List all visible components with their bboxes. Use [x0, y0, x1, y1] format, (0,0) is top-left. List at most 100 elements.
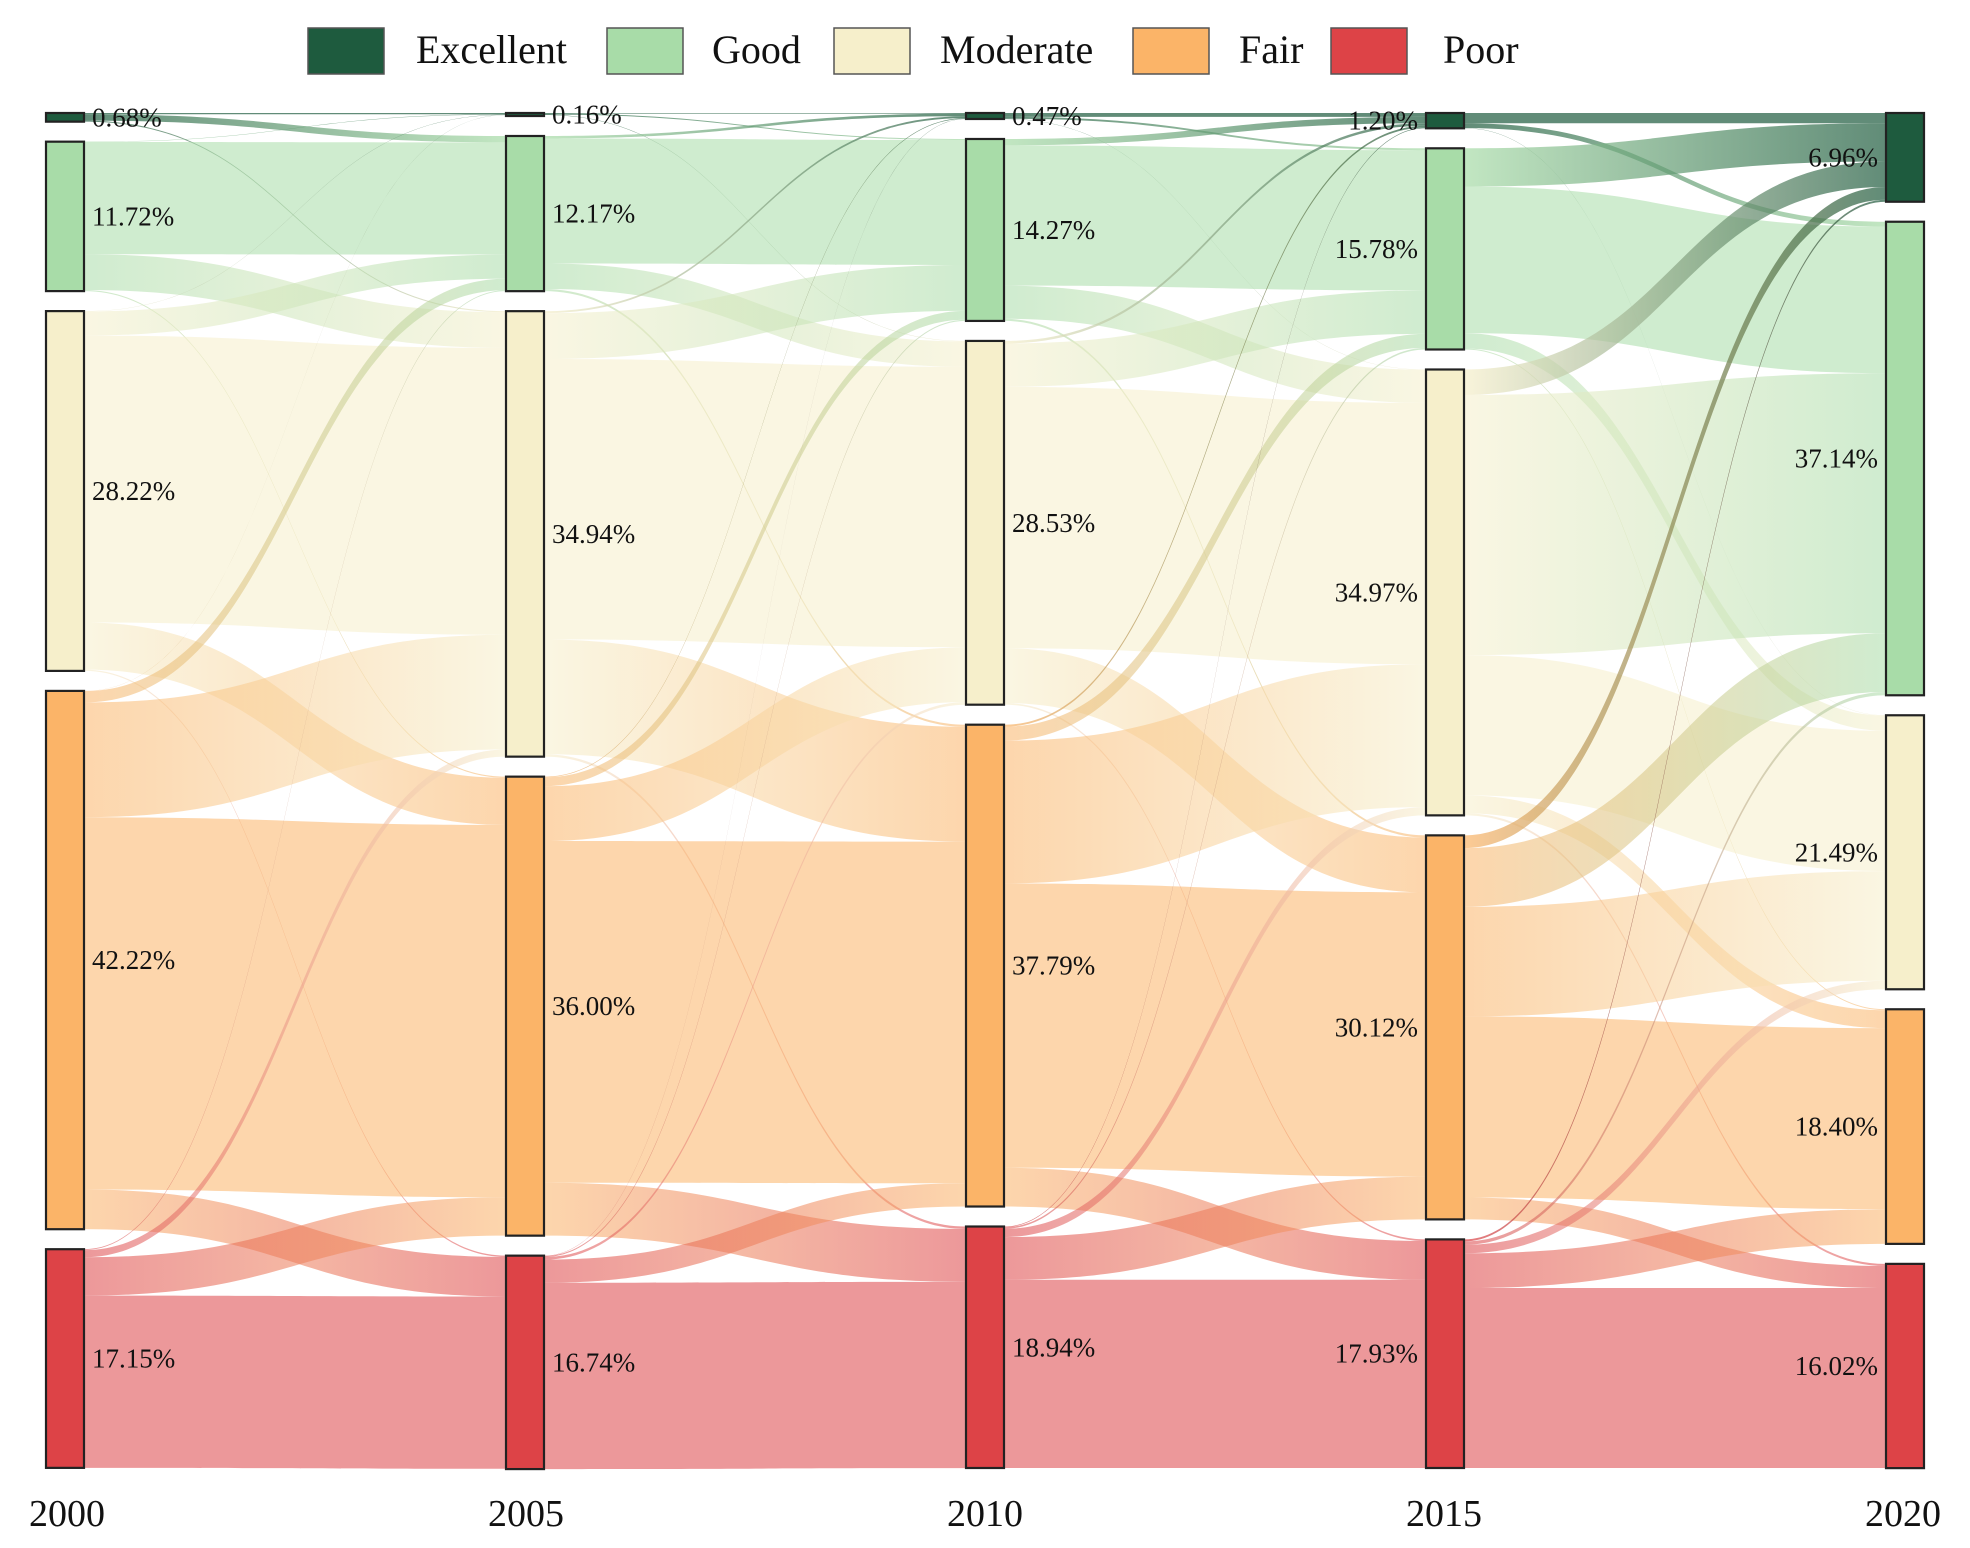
node-2005-poor	[504, 1254, 546, 1471]
flow-2010-poor-to-2015-excellent	[1004, 127, 1426, 1228]
flow-2000-poor-to-2005-good	[84, 290, 506, 1251]
legend-label-good: Good	[712, 27, 801, 72]
flow-2005-good-to-2010-excellent	[544, 113, 966, 139]
flow-2005-moderate-to-2010-good	[544, 264, 966, 359]
legend-swatch-poor	[1330, 27, 1408, 75]
year-axis: 2000 2005 2010 2015 2020	[29, 1493, 1941, 1535]
node-2020-good	[1884, 220, 1926, 697]
node-2010-poor	[964, 1225, 1006, 1470]
node-2000-moderate	[44, 310, 86, 673]
node-2015-poor	[1424, 1238, 1466, 1470]
flow-2005-excellent-to-2010-excellent	[544, 113, 966, 114]
flow-2005-fair-to-2010-moderate	[544, 647, 966, 842]
legend: Excellent Good Moderate Fair Poor	[307, 27, 1519, 75]
flow-2015-fair-to-2020-excellent	[1464, 186, 1886, 849]
flow-2015-poor-to-2020-moderate	[1464, 980, 1886, 1254]
legend-item-fair: Fair	[1132, 27, 1303, 75]
node-label-2010-poor: 18.94%	[1012, 1332, 1095, 1362]
year-label-2015: 2015	[1406, 1493, 1482, 1535]
flow-2005-moderate-to-2010-excellent	[544, 116, 966, 314]
flow-2010-fair-to-2015-moderate	[1004, 664, 1426, 884]
node-label-2015-good: 15.78%	[1335, 234, 1418, 264]
node-label-2005-poor: 16.74%	[552, 1347, 635, 1377]
node-label-2005-excellent: 0.16%	[552, 100, 622, 130]
flow-2010-fair-to-2015-fair	[1004, 883, 1426, 1177]
node-label-2010-excellent: 0.47%	[1012, 101, 1082, 131]
node-label-2020-good: 37.14%	[1795, 444, 1878, 474]
year-label-2020: 2020	[1865, 1493, 1941, 1535]
flow-2010-good-to-2015-excellent	[1004, 116, 1426, 146]
year-nodes	[44, 111, 1926, 1471]
node-2020-fair	[1884, 1008, 1926, 1245]
flow-2005-poor-to-2010-good	[544, 319, 966, 1258]
flow-2000-fair-to-2005-excellent	[84, 114, 506, 692]
node-2000-fair	[44, 689, 86, 1231]
node-label-2020-moderate: 21.49%	[1795, 837, 1878, 867]
flow-2015-excellent-to-2020-excellent	[1464, 113, 1886, 124]
node-label-2010-fair: 37.79%	[1012, 951, 1095, 981]
flow-2010-poor-to-2015-good	[1004, 347, 1426, 1229]
node-label-2000-fair: 42.22%	[92, 945, 175, 975]
node-label-2000-good: 11.72%	[92, 201, 174, 231]
node-2005-fair	[504, 775, 546, 1237]
node-2015-excellent	[1424, 111, 1466, 130]
flow-2015-poor-to-2020-good	[1464, 691, 1886, 1245]
node-label-2015-moderate: 34.97%	[1335, 577, 1418, 607]
legend-item-excellent: Excellent	[307, 27, 567, 75]
flow-2015-fair-to-2020-moderate	[1464, 871, 1886, 1017]
year-label-2005: 2005	[488, 1493, 564, 1535]
flow-2000-fair-to-2005-good	[84, 278, 506, 703]
flow-2015-poor-to-2020-fair	[1464, 1209, 1886, 1288]
node-label-2005-fair: 36.00%	[552, 991, 635, 1021]
legend-item-poor: Poor	[1330, 27, 1519, 75]
flow-2005-fair-to-2010-excellent	[544, 118, 966, 778]
flow-2000-fair-to-2005-fair	[84, 817, 506, 1198]
flow-2015-good-to-2020-excellent	[1464, 123, 1886, 187]
node-label-2020-poor: 16.02%	[1795, 1351, 1878, 1381]
year-label-2000: 2000	[29, 1493, 105, 1535]
flow-2000-moderate-to-2005-excellent	[84, 114, 506, 312]
node-2020-excellent	[1884, 111, 1926, 203]
flow-2015-excellent-to-2020-good	[1464, 123, 1886, 227]
node-2020-poor	[1884, 1262, 1926, 1470]
flow-2005-good-to-2010-good	[544, 138, 966, 265]
flow-2015-fair-to-2020-good	[1464, 633, 1886, 907]
legend-label-moderate: Moderate	[940, 27, 1093, 72]
flow-2010-poor-to-2015-moderate	[1004, 807, 1426, 1238]
node-label-2010-good: 14.27%	[1012, 215, 1095, 245]
node-2005-moderate	[504, 310, 546, 758]
node-2005-good	[504, 134, 546, 293]
flow-2000-poor-to-2005-poor	[84, 1295, 506, 1469]
flow-2000-moderate-to-2005-good	[84, 254, 506, 336]
flow-2010-good-to-2015-good	[1004, 145, 1426, 291]
node-label-2020-excellent: 6.96%	[1808, 142, 1878, 172]
node-2000-good	[44, 140, 86, 293]
node-2010-good	[964, 137, 1006, 323]
legend-label-poor: Poor	[1443, 27, 1519, 72]
node-label-2005-moderate: 34.94%	[552, 519, 635, 549]
legend-swatch-good	[606, 27, 684, 75]
flow-2000-excellent-to-2005-excellent	[84, 113, 506, 115]
legend-label-fair: Fair	[1239, 27, 1303, 72]
node-label-2020-fair: 18.40%	[1795, 1112, 1878, 1142]
node-2015-good	[1424, 147, 1466, 351]
flow-2000-poor-to-2005-fair	[84, 1197, 506, 1296]
flow-2015-good-to-2020-fair	[1464, 348, 1886, 1011]
node-label-2000-poor: 17.15%	[92, 1344, 175, 1374]
year-label-2010: 2010	[947, 1493, 1023, 1535]
flow-2010-moderate-to-2015-moderate	[1004, 386, 1426, 665]
node-label-2015-fair: 30.12%	[1335, 1012, 1418, 1042]
legend-item-moderate: Moderate	[833, 27, 1093, 75]
flow-2015-poor-to-2020-excellent	[1464, 199, 1886, 1242]
node-label-2010-moderate: 28.53%	[1012, 508, 1095, 538]
flow-2010-fair-to-2015-good	[1004, 333, 1426, 741]
flow-2000-good-to-2005-good	[84, 142, 506, 255]
flow-2000-good-to-2005-excellent	[84, 114, 506, 143]
legend-swatch-excellent	[307, 27, 385, 75]
flow-2015-poor-to-2020-poor	[1464, 1287, 1886, 1468]
node-label-2000-moderate: 28.22%	[92, 476, 175, 506]
node-label-2015-poor: 17.93%	[1335, 1339, 1418, 1369]
node-labels: 0.68% 11.72% 28.22% 42.22% 17.15% 0.16% 12.17%…	[92, 100, 1878, 1382]
node-label-2015-excellent: 1.20%	[1348, 106, 1418, 136]
